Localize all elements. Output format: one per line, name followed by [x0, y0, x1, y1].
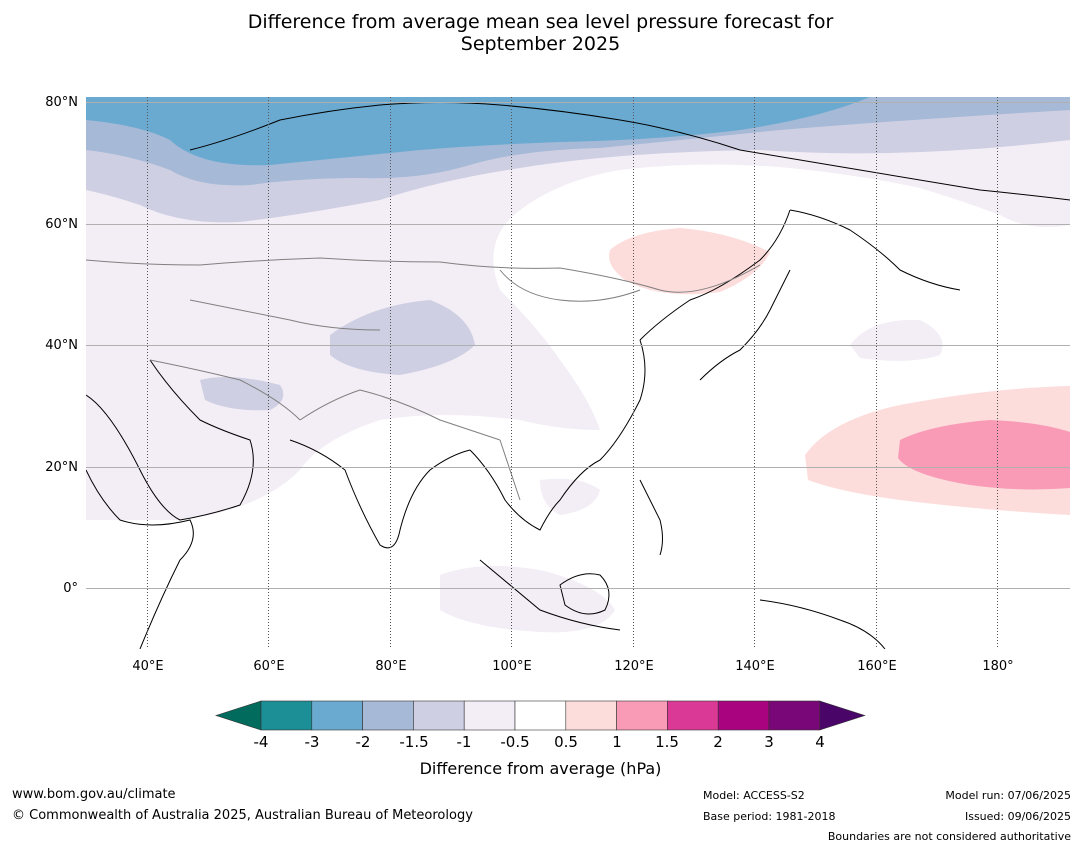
coastline-new-guinea [759, 599, 886, 649]
lon-label-60e: 60°E [253, 659, 285, 674]
map-title-line2: September 2025 [460, 33, 621, 55]
coastline-africa-horn [86, 469, 194, 649]
colorbar-tick-label: -1.5 [399, 733, 429, 751]
map-plot-area [86, 97, 1070, 649]
lat-label-equator: 0° [63, 581, 78, 596]
coastline-japan [699, 269, 791, 381]
colorbar-tick-label: 1 [612, 733, 622, 751]
copyright-notice: © Commonwealth of Australia 2025, Austra… [12, 808, 473, 823]
anomaly-shading [86, 97, 1070, 633]
model-run-date: Model run: 07/06/2025 [945, 789, 1071, 802]
border-central-asia [189, 299, 381, 331]
anomaly-region-west-pacific-core [898, 420, 1070, 490]
colorbar-extend-low [215, 700, 262, 731]
colorbar-tick-label: 3 [764, 733, 774, 751]
lon-label-180: 180° [982, 659, 1014, 674]
colorbar-swatch [616, 700, 668, 731]
colorbar-extend-high [819, 700, 866, 731]
coastline-sumatra-java [479, 559, 621, 631]
colorbar-tick-label: -1 [456, 733, 472, 751]
border-russia-south [86, 257, 761, 293]
colorbar-swatch [311, 700, 363, 731]
border-south-asia [299, 389, 501, 441]
base-period: Base period: 1981-2018 [703, 810, 836, 823]
colorbar-swatch [667, 700, 719, 731]
coastline-india [289, 439, 471, 549]
colorbar [215, 700, 866, 731]
anomaly-region-mongolia [609, 228, 770, 295]
country-borders [86, 257, 761, 501]
coastline-east-asia [639, 209, 791, 341]
issued-date: Issued: 09/06/2025 [964, 810, 1071, 823]
colorbar-tick-label: 4 [815, 733, 825, 751]
border-middle-east [149, 359, 301, 421]
colorbar-swatch [717, 700, 770, 731]
anomaly-region-north-pacific [850, 319, 943, 361]
coastline-philippines [639, 479, 663, 556]
border-indochina [499, 439, 521, 501]
coastline-north-pacific [789, 209, 961, 291]
lon-label-120e: 120°E [614, 659, 654, 674]
colorbar-tick-label: -2 [355, 733, 371, 751]
colorbar-swatch [565, 700, 617, 731]
colorbar-swatch [514, 700, 567, 731]
colorbar-tick-label: 0.5 [554, 733, 578, 751]
anomaly-region-central-asia [330, 300, 475, 375]
colorbar-swatch [413, 700, 465, 731]
lon-label-80e: 80°E [375, 659, 407, 674]
anomaly-region-blue [86, 97, 870, 166]
colorbar-swatch [463, 700, 516, 731]
website-link[interactable]: www.bom.gov.au/climate [12, 787, 176, 802]
lat-label-80n: 80°N [45, 95, 78, 110]
colorbar-tick-label: -0.5 [500, 733, 530, 751]
colorbar-tick-label: -3 [304, 733, 320, 751]
colorbar-tick-label: 1.5 [655, 733, 679, 751]
lon-label-40e: 40°E [132, 659, 164, 674]
lat-label-40n: 40°N [45, 338, 78, 353]
lon-label-160e: 160°E [857, 659, 897, 674]
latitude-gridlines [86, 102, 1070, 589]
colorbar-label: Difference from average (hPa) [419, 759, 662, 778]
graticule [86, 97, 1070, 649]
lat-label-60n: 60°N [45, 217, 78, 232]
colorbar-swatch [260, 700, 313, 731]
anomaly-region-iran [200, 376, 284, 411]
coastline-borneo [559, 573, 610, 615]
map-title-line1: Difference from average mean sea level p… [247, 11, 834, 33]
border-mongolia-china [499, 269, 641, 302]
lon-label-100e: 100°E [492, 659, 532, 674]
colorbar-swatch [362, 700, 414, 731]
coastline-arctic [189, 102, 1070, 201]
colorbar-tick-label: -4 [253, 733, 269, 751]
coastline-southeast-asia [469, 339, 646, 531]
colorbar-swatch [768, 700, 821, 731]
longitude-gridlines [147, 97, 998, 649]
lat-label-20n: 20°N [45, 460, 78, 475]
model-name: Model: ACCESS-S2 [703, 789, 805, 802]
lon-label-140e: 140°E [735, 659, 775, 674]
colorbar-tick-label: 2 [713, 733, 723, 751]
boundary-disclaimer: Boundaries are not considered authoritat… [827, 830, 1071, 843]
